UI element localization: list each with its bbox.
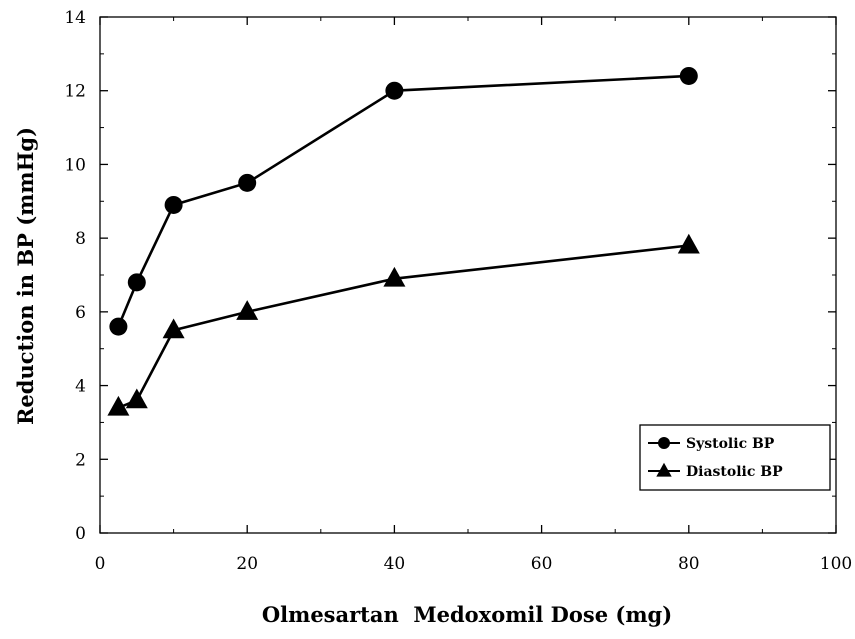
series-diastolic-bp <box>107 233 700 416</box>
data-point-diastolic-bp <box>236 300 259 320</box>
y-tick-label: 10 <box>64 155 86 175</box>
y-tick-label: 0 <box>75 524 86 544</box>
x-axis-title: Olmesartan Medoxomil Dose (mg) <box>262 602 672 627</box>
data-point-systolic-bp <box>127 273 146 292</box>
data-point-diastolic-bp <box>677 233 700 254</box>
y-tick-label: 4 <box>75 377 86 397</box>
series-line-systolic-bp <box>117 74 689 328</box>
y-tick-label: 12 <box>64 82 86 102</box>
data-point-systolic-bp <box>164 195 183 214</box>
data-point-systolic-bp <box>238 173 257 192</box>
data-point-diastolic-bp <box>383 266 406 287</box>
y-tick-label: 2 <box>75 450 86 470</box>
data-point-diastolic-bp <box>162 318 185 339</box>
legend-label: Diastolic BP <box>686 464 783 480</box>
x-tick-label: 0 <box>95 554 106 574</box>
legend-marker <box>658 437 670 449</box>
legend-item-diastolic-bp: Diastolic BP <box>648 462 783 480</box>
legend-marker <box>656 462 672 477</box>
legend-box <box>639 424 831 491</box>
y-tick-label: 14 <box>64 8 86 28</box>
series-layer <box>107 66 700 416</box>
data-point-systolic-bp <box>679 66 698 85</box>
legend-label: Systolic BP <box>686 436 775 452</box>
x-tick-label: 100 <box>820 554 852 574</box>
series-systolic-bp <box>109 66 698 336</box>
legend-item-systolic-bp: Systolic BP <box>648 436 775 452</box>
y-tick-label: 8 <box>75 229 86 249</box>
y-axis-title: Reduction in BP (mmHg) <box>13 127 38 425</box>
axes-layer: 0 2 4 6 8 10 12 14 0 20 40 60 80 100 <box>64 8 852 574</box>
x-tick-label: 80 <box>678 554 700 574</box>
data-point-diastolic-bp <box>107 395 130 416</box>
data-point-diastolic-bp <box>125 388 148 409</box>
data-point-systolic-bp <box>385 81 404 100</box>
x-tick-label: 40 <box>384 554 406 574</box>
x-tick-label: 20 <box>236 554 258 574</box>
legend: Systolic BP Diastolic BP <box>639 424 831 491</box>
series-line-diastolic-bp <box>117 244 689 409</box>
x-tick-label: 60 <box>531 554 553 574</box>
y-tick-label: 6 <box>75 303 86 323</box>
data-point-systolic-bp <box>109 317 128 336</box>
